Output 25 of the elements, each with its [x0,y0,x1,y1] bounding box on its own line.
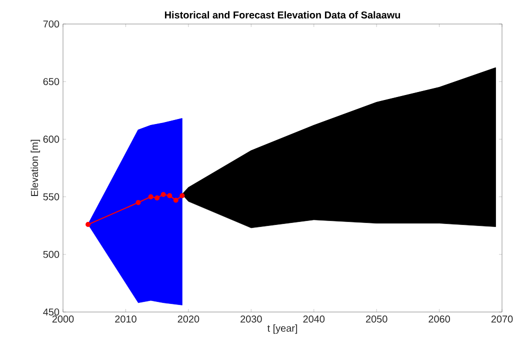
point [154,195,160,200]
y-tick-label: 650 [43,78,60,86]
x-tick-label: 2010 [115,316,136,323]
point [86,222,91,227]
point [160,192,166,198]
x-axis-title: t [year] [267,324,298,334]
x-tick-label: 2050 [366,316,388,323]
y-tick-label: 700 [43,20,60,28]
point [148,194,154,200]
chart-title: Historical and Forecast Elevation Data of Salaawu [164,11,400,18]
y-tick-label: 450 [43,308,60,316]
x-tick-label: 2060 [428,316,450,323]
y-tick-label: 500 [43,250,60,258]
x-tick-label: 2020 [178,316,200,323]
x-tick-label: 2040 [303,316,325,323]
point [180,193,185,198]
x-tick-label: 2000 [52,316,74,323]
point [173,198,178,203]
y-tick-label: 550 [43,193,60,200]
x-tick-label: 2030 [240,316,262,323]
point [136,200,141,206]
y-tick-label: 600 [43,136,60,143]
x-tick-label: 2070 [491,316,513,323]
point [167,193,172,198]
y-axis-title: Elevation [m] [30,140,40,196]
